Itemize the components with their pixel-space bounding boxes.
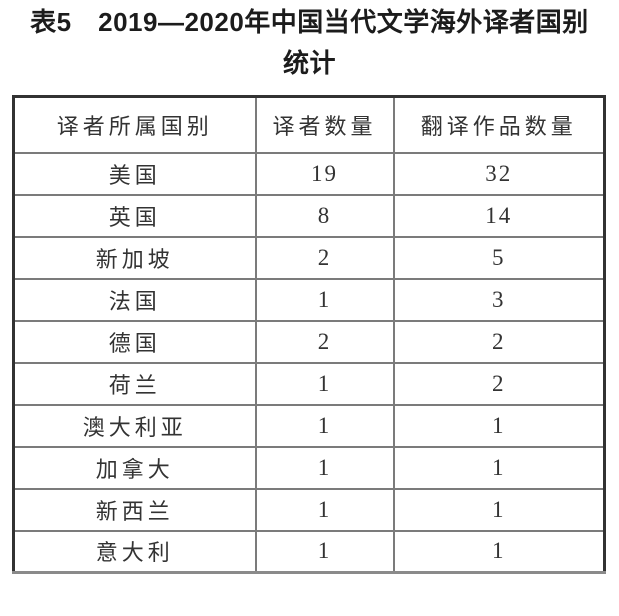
cell-country: 新西兰: [12, 487, 257, 532]
table-body: 美国 19 32 英国 8 14 新加坡 2 5 法国 1 3 德国 2 2 荷…: [12, 151, 606, 574]
cell-works-count: 2: [392, 361, 606, 406]
cell-translator-count: 2: [254, 319, 395, 364]
cell-country: 意大利: [12, 529, 257, 574]
cell-works-count: 14: [392, 193, 606, 238]
table-row: 新西兰 1 1: [12, 487, 606, 532]
cell-translator-count: 1: [254, 445, 395, 490]
table-row: 新加坡 2 5: [12, 235, 606, 280]
table-row: 法国 1 3: [12, 277, 606, 322]
table-row: 英国 8 14: [12, 193, 606, 238]
table-row: 美国 19 32: [12, 151, 606, 196]
cell-translator-count: 1: [254, 277, 395, 322]
cell-country: 美国: [12, 151, 257, 196]
cell-country: 法国: [12, 277, 257, 322]
cell-works-count: 5: [392, 235, 606, 280]
translator-country-statistics-table: 译者所属国别 译者数量 翻译作品数量 美国 19 32 英国 8 14 新加坡 …: [12, 95, 606, 574]
table-caption-line1: 表5 2019—2020年中国当代文学海外译者国别: [30, 7, 589, 37]
cell-country: 澳大利亚: [12, 403, 257, 448]
table-caption: 表5 2019—2020年中国当代文学海外译者国别 统计: [0, 0, 619, 84]
cell-translator-count: 2: [254, 235, 395, 280]
table-row: 意大利 1 1: [12, 529, 606, 574]
cell-country: 加拿大: [12, 445, 257, 490]
table-row: 荷兰 1 2: [12, 361, 606, 406]
cell-works-count: 3: [392, 277, 606, 322]
table-row: 加拿大 1 1: [12, 445, 606, 490]
cell-works-count: 32: [392, 151, 606, 196]
cell-translator-count: 19: [254, 151, 395, 196]
cell-translator-count: 1: [254, 529, 395, 574]
column-header-translator-count: 译者数量: [254, 95, 395, 154]
cell-works-count: 1: [392, 445, 606, 490]
table-row: 澳大利亚 1 1: [12, 403, 606, 448]
column-header-works-count: 翻译作品数量: [392, 95, 606, 154]
table-header-row: 译者所属国别 译者数量 翻译作品数量: [12, 95, 606, 154]
cell-translator-count: 1: [254, 403, 395, 448]
cell-works-count: 1: [392, 403, 606, 448]
cell-country: 荷兰: [12, 361, 257, 406]
cell-translator-count: 1: [254, 361, 395, 406]
cell-translator-count: 8: [254, 193, 395, 238]
table-row: 德国 2 2: [12, 319, 606, 364]
table-caption-line2: 统计: [282, 48, 336, 78]
cell-country: 英国: [12, 193, 257, 238]
cell-country: 德国: [12, 319, 257, 364]
column-header-country: 译者所属国别: [12, 95, 257, 154]
cell-works-count: 1: [392, 529, 606, 574]
cell-translator-count: 1: [254, 487, 395, 532]
cell-country: 新加坡: [12, 235, 257, 280]
cell-works-count: 2: [392, 319, 606, 364]
cell-works-count: 1: [392, 487, 606, 532]
